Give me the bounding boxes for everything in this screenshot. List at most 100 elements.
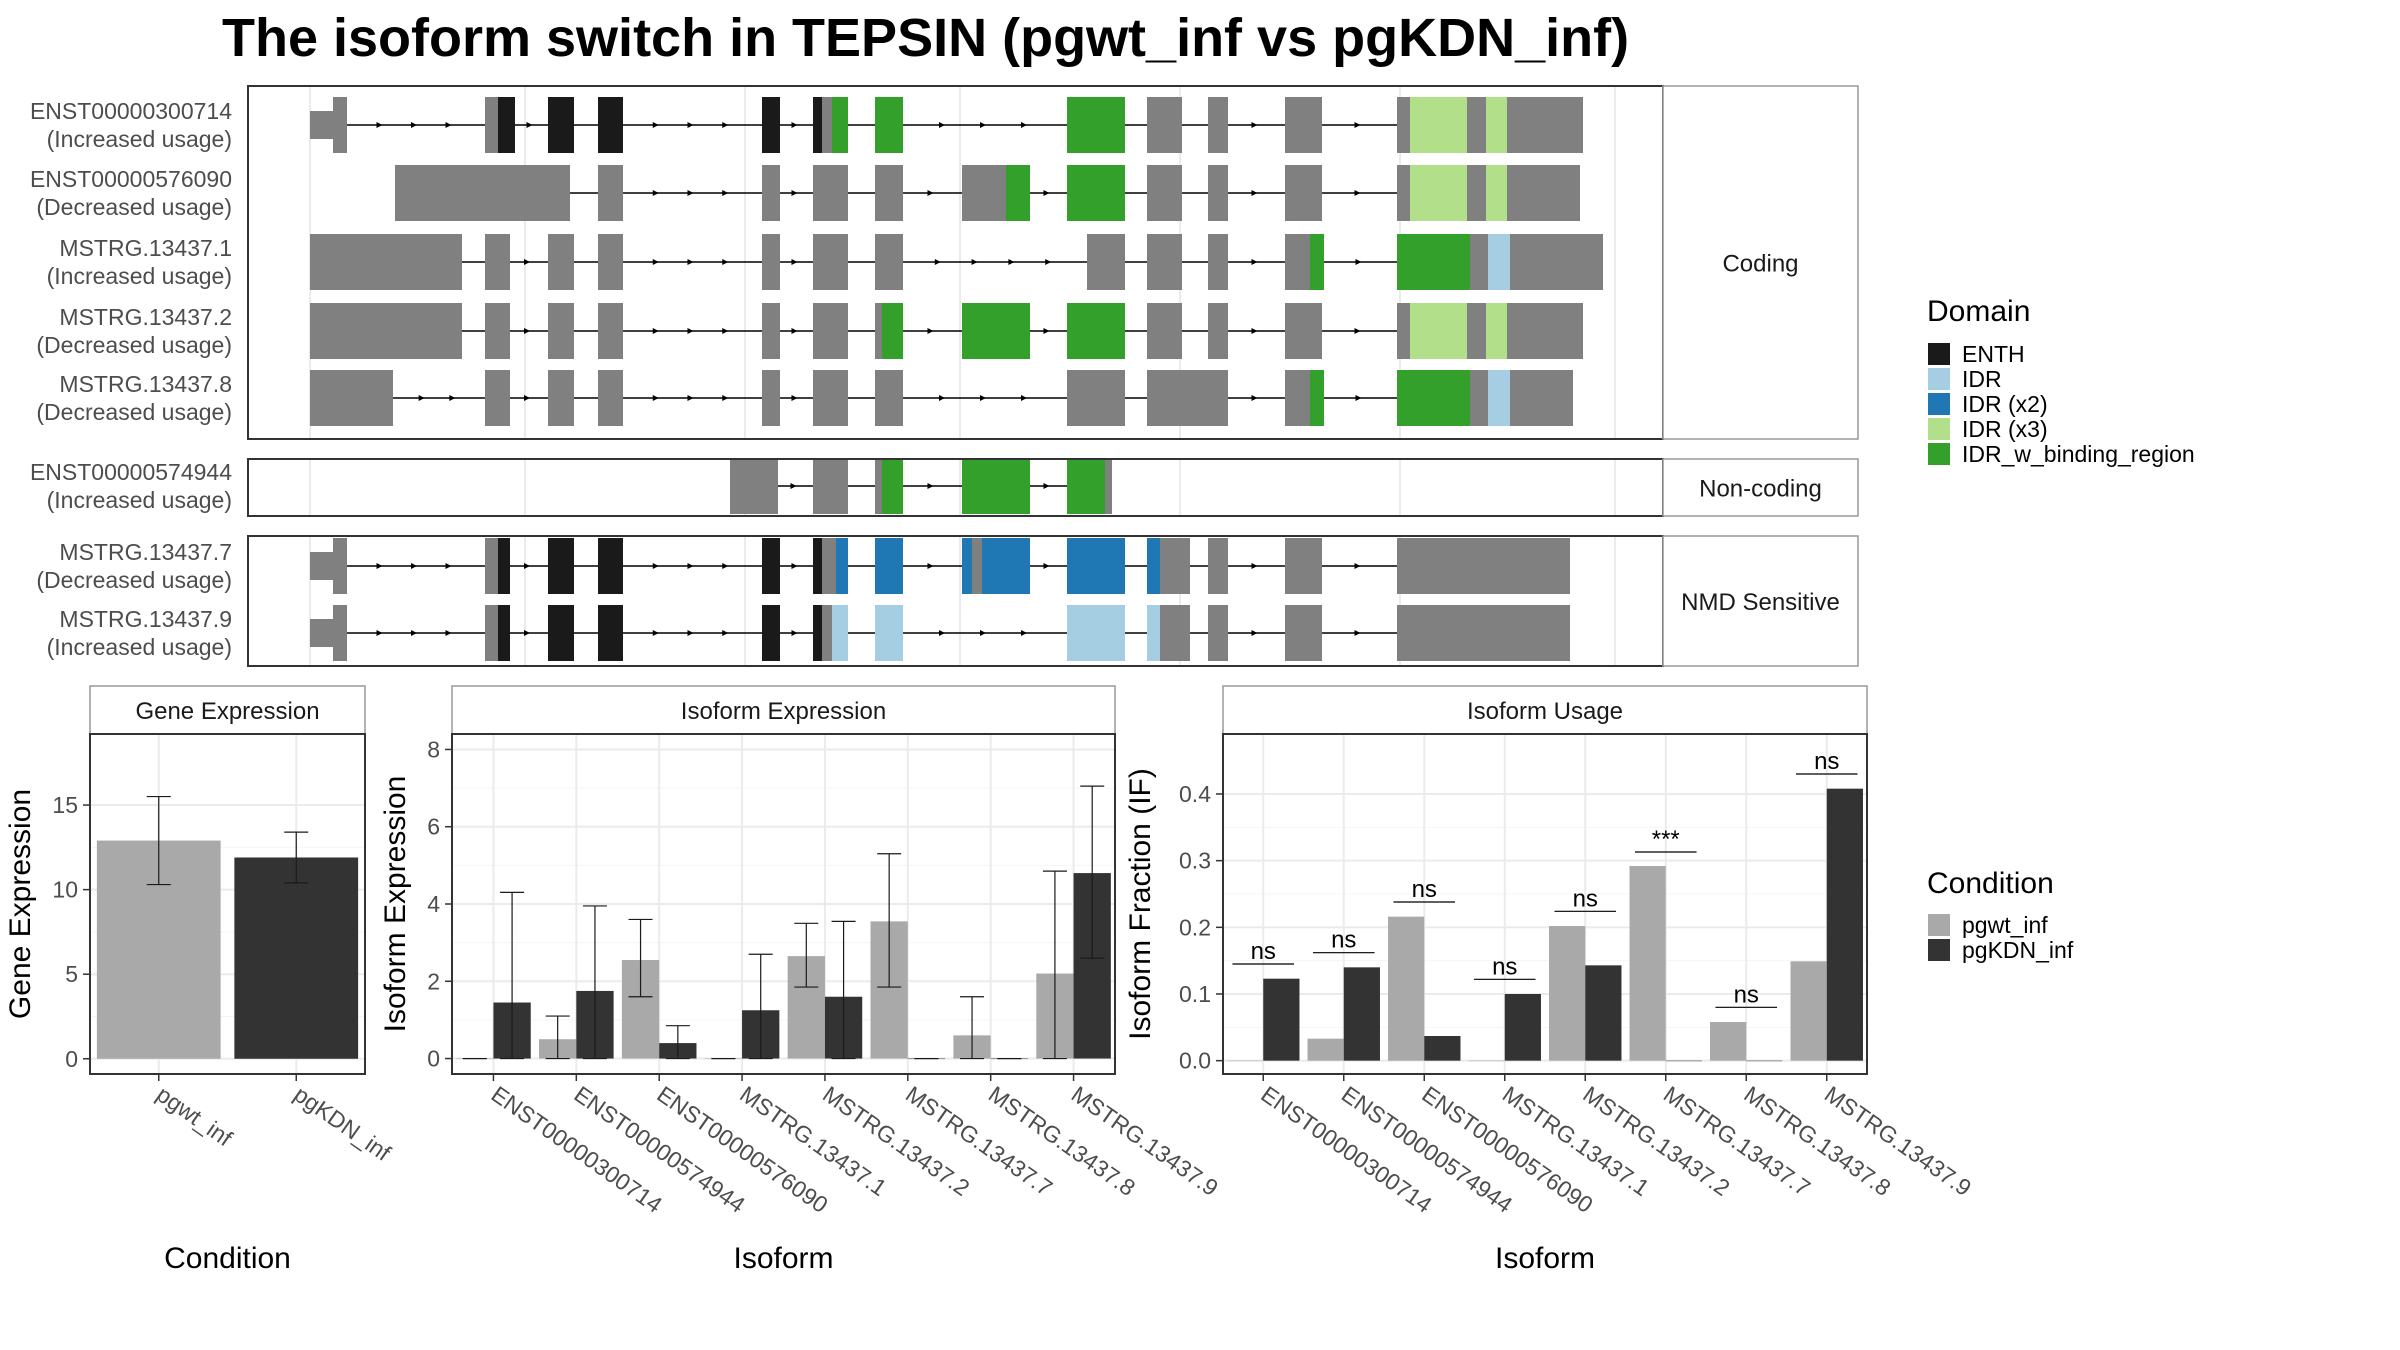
domain-block-IDRw [962, 303, 1030, 359]
direction-arrow [791, 630, 798, 636]
condition-legend-title: Condition [1927, 867, 2054, 900]
domain-block-IDR2 [982, 538, 1030, 594]
direction-arrow [1354, 190, 1361, 196]
domain-block-IDRw [882, 458, 903, 514]
domain-block-IDR2 [962, 538, 972, 594]
domain-block-ENTH [548, 605, 574, 661]
exon-block [1147, 234, 1182, 290]
transcript-usage-label: (Decreased usage) [36, 332, 232, 358]
exon-block [1208, 234, 1228, 290]
legend-swatch [1928, 914, 1950, 936]
bar-pgwt_inf [1710, 1022, 1747, 1061]
direction-arrow [1355, 395, 1362, 401]
bar [234, 857, 359, 1059]
strip-background [1222, 685, 1868, 735]
isoform-expression-chart: Isoform Expression02468ENST00000300714EN… [379, 685, 1223, 1275]
exon-block [730, 458, 778, 514]
direction-arrow [980, 395, 986, 401]
strip-background [451, 685, 1116, 735]
exon-block [875, 165, 903, 221]
transcript-usage-label: (Increased usage) [47, 487, 232, 513]
domain-block-IDR [875, 605, 903, 661]
direction-arrow [722, 563, 729, 569]
strip-background [89, 685, 366, 735]
domain-block-IDRw [875, 97, 903, 153]
direction-arrow [1021, 395, 1027, 401]
domain-block-ENTH [762, 97, 780, 153]
direction-arrow [1354, 630, 1361, 636]
strip-label: Coding [1722, 251, 1798, 278]
exon-block [1208, 303, 1228, 359]
domain-block-IDR2 [1147, 538, 1160, 594]
bar-pgKDN_inf [1585, 965, 1622, 1061]
transcript-id-label: MSTRG.13437.9 [59, 606, 232, 632]
exon-block [548, 370, 574, 426]
direction-arrow [1355, 259, 1362, 265]
y-axis-title: Gene Expression [4, 789, 37, 1019]
direction-arrow [445, 630, 452, 636]
direction-arrow [652, 190, 659, 196]
y-axis-title: Isoform Fraction (IF) [1124, 768, 1157, 1040]
direction-arrow [687, 630, 694, 636]
direction-arrow [791, 563, 798, 569]
exon-block [1515, 370, 1573, 426]
error-bar [1042, 870, 1067, 1060]
direction-arrow [939, 395, 945, 401]
transcript-id-label: ENST00000574944 [30, 459, 232, 485]
x-tick-label: pgKDN_inf [289, 1081, 396, 1166]
domain-block-IDR2 [875, 538, 903, 594]
direction-arrow [939, 122, 945, 128]
x-tick-label: MSTRG.13437.9 [1067, 1081, 1223, 1201]
bar-pgKDN_inf [1665, 1060, 1702, 1062]
domain-block-IDR [1488, 370, 1510, 426]
exon-block [485, 538, 498, 594]
exon-block [1285, 605, 1322, 661]
domain-block-IDRw [962, 458, 1030, 514]
domain-block-ENTH [813, 97, 822, 153]
direction-arrow [1043, 190, 1050, 196]
exon-block [1512, 97, 1583, 153]
exon-block [598, 165, 623, 221]
figure-title: The isoform switch in TEPSIN (pgwt_inf v… [222, 8, 1629, 68]
domain-block-IDRw [1318, 370, 1324, 426]
exon-block [1208, 97, 1228, 153]
y-tick-label: 0.4 [1179, 781, 1211, 807]
direction-arrow [1251, 563, 1258, 569]
exon-block [1507, 97, 1512, 153]
exon-block [1507, 165, 1512, 221]
direction-arrow [376, 630, 383, 636]
legend-label: pgwt_inf [1962, 912, 2048, 938]
y-tick-label: 0.1 [1179, 981, 1211, 1007]
domain-block-IDRw [1310, 370, 1318, 426]
exon-block [813, 303, 848, 359]
exon-block [1285, 165, 1322, 221]
panel-border [89, 733, 366, 1075]
domain-block-IDR3 [1410, 303, 1437, 359]
bar-pgwt_inf [1307, 1038, 1344, 1061]
transcript-id-label: MSTRG.13437.8 [59, 371, 232, 397]
strip-background [1662, 458, 1859, 517]
exon-block [813, 165, 848, 221]
exon-block [972, 538, 982, 594]
domain-block-IDRw [1067, 458, 1105, 514]
y-tick-label: 0 [65, 1046, 78, 1072]
structure-panel-1: ENST00000574944(Increased usage) Non-codi… [30, 458, 1859, 517]
exon-block [875, 303, 882, 359]
exon-block [1397, 538, 1570, 594]
domain-block-IDR [1147, 605, 1160, 661]
direction-arrow [524, 328, 530, 334]
legend-swatch [1928, 418, 1950, 440]
error-bar [500, 891, 525, 1060]
bar-pgKDN_inf [1504, 994, 1541, 1061]
direction-arrow [376, 563, 383, 569]
exon-block [1208, 605, 1228, 661]
exon-block [1507, 303, 1512, 359]
exon-block [598, 303, 623, 359]
direction-arrow [1043, 328, 1050, 334]
exon-block [310, 234, 462, 290]
direction-arrow [722, 259, 729, 265]
domain-block-ENTH [598, 97, 623, 153]
transcript-id-label: ENST00000300714 [30, 98, 232, 124]
direction-arrow [1354, 122, 1361, 128]
